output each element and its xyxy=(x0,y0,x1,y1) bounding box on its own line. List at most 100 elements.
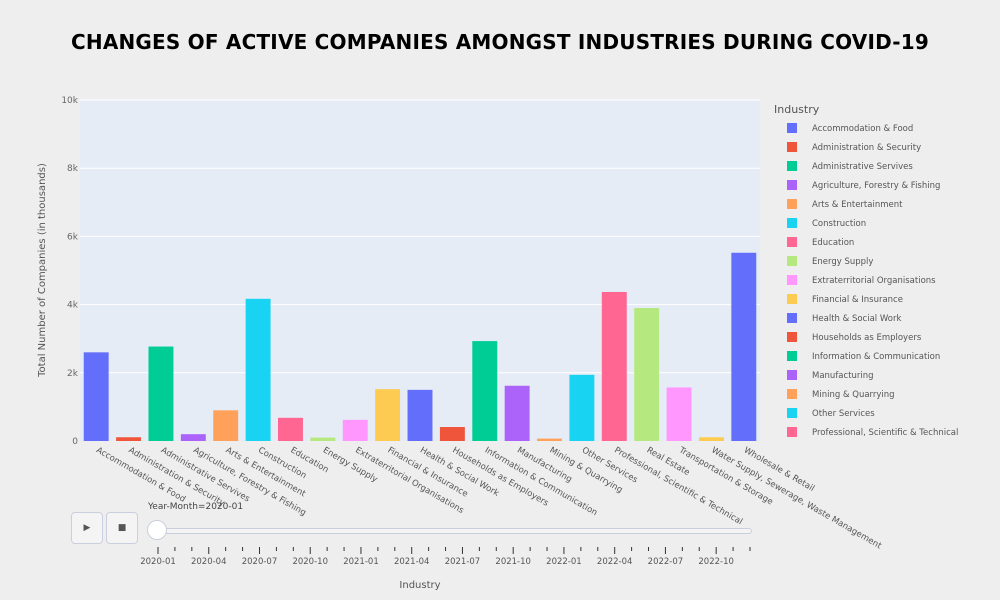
legend-label: Administration & Security xyxy=(812,143,921,153)
legend-item[interactable]: Financial & Insurance xyxy=(787,294,903,305)
bar[interactable] xyxy=(83,352,109,441)
legend-item[interactable]: Administration & Security xyxy=(787,142,921,153)
legend-label: Mining & Quarrying xyxy=(812,390,895,400)
bar[interactable] xyxy=(180,434,206,441)
slider-step-label[interactable]: 2020-04 xyxy=(190,557,227,567)
stop-button[interactable]: ■ xyxy=(106,512,138,544)
bar[interactable] xyxy=(310,437,336,441)
time-slider-handle[interactable] xyxy=(147,520,167,540)
y-axis-ticks: 0 2k 4k 6k 8k 10k xyxy=(61,96,78,447)
legend-label: Arts & Entertainment xyxy=(812,200,903,210)
legend-label: Professional, Scientific & Technical xyxy=(812,428,958,438)
bar[interactable] xyxy=(634,308,660,441)
bar[interactable] xyxy=(698,437,724,441)
slider-step-label[interactable]: 2021-07 xyxy=(444,557,481,567)
legend-item[interactable]: Accommodation & Food xyxy=(787,123,913,134)
chart-title: CHANGES OF ACTIVE COMPANIES AMONGST INDU… xyxy=(71,30,929,54)
slider-step-label[interactable]: 2022-07 xyxy=(647,557,684,567)
play-icon: ▶ xyxy=(83,523,91,533)
slider-current-value: Year-Month=2020-01 xyxy=(148,502,244,512)
y-tick-label: 4k xyxy=(67,301,79,311)
legend-item[interactable]: Manufacturing xyxy=(787,370,874,381)
legend-swatch xyxy=(787,142,797,152)
legend-item[interactable]: Administrative Servives xyxy=(787,161,913,172)
legend-swatch xyxy=(787,351,797,361)
legend-item[interactable]: Arts & Entertainment xyxy=(787,199,903,210)
legend-label: Energy Supply xyxy=(812,257,873,267)
y-tick-label: 0 xyxy=(72,437,78,447)
legend-label: Agriculture, Forestry & Fishing xyxy=(812,181,940,191)
bars xyxy=(83,252,757,441)
legend-label: Extraterritorial Organisations xyxy=(812,276,936,286)
bar[interactable] xyxy=(407,389,433,441)
bar[interactable] xyxy=(375,389,401,441)
slider-step-label[interactable]: 2022-01 xyxy=(546,557,582,567)
legend-label: Manufacturing xyxy=(812,371,874,381)
legend-swatch xyxy=(787,199,797,209)
slider-step-label[interactable]: 2020-10 xyxy=(292,557,328,567)
slider-step-label[interactable]: 2022-10 xyxy=(698,557,734,567)
bar[interactable] xyxy=(504,385,530,441)
bar[interactable] xyxy=(342,419,368,441)
legend-label: Other Services xyxy=(812,409,875,419)
legend-swatch xyxy=(787,332,797,342)
legend-swatch xyxy=(787,294,797,304)
bar[interactable] xyxy=(278,417,303,441)
bar[interactable] xyxy=(537,438,562,441)
y-axis-title: Total Number of Companies (in thousands) xyxy=(37,163,48,378)
legend-swatch xyxy=(787,427,797,437)
legend-swatch xyxy=(787,180,797,190)
slider-step-label[interactable]: 2022-04 xyxy=(596,557,633,567)
bar[interactable] xyxy=(601,291,627,441)
y-tick-label: 6k xyxy=(67,232,79,242)
bar[interactable] xyxy=(439,427,465,441)
legend-swatch xyxy=(787,275,797,285)
slider-step-label[interactable]: 2021-04 xyxy=(393,557,430,567)
legend-item[interactable]: Construction xyxy=(787,218,866,229)
play-button[interactable]: ▶ xyxy=(71,512,103,544)
slider-step-label[interactable]: 2021-10 xyxy=(495,557,531,567)
bar[interactable] xyxy=(148,346,174,441)
legend-item[interactable]: Households as Employers xyxy=(787,332,922,343)
legend-item[interactable]: Information & Communication xyxy=(787,351,940,362)
legend-label: Information & Communication xyxy=(812,352,940,362)
legend-label: Financial & Insurance xyxy=(812,295,903,305)
legend-label: Health & Social Work xyxy=(812,314,901,324)
legend-item[interactable]: Health & Social Work xyxy=(787,313,901,324)
legend-item[interactable]: Energy Supply xyxy=(787,256,873,267)
slider-step-label[interactable]: 2020-07 xyxy=(241,557,278,567)
bar[interactable] xyxy=(116,437,142,441)
bar[interactable] xyxy=(472,341,498,441)
x-axis-title: Industry xyxy=(399,580,440,591)
slider-step-label[interactable]: 2020-01 xyxy=(140,557,176,567)
legend-label: Administrative Servives xyxy=(812,162,913,172)
legend-item[interactable]: Agriculture, Forestry & Fishing xyxy=(787,180,940,191)
y-tick-label: 10k xyxy=(61,96,78,106)
legend-label: Households as Employers xyxy=(812,333,922,343)
legend-item[interactable]: Education xyxy=(787,237,854,248)
legend-item[interactable]: Extraterritorial Organisations xyxy=(787,275,936,286)
legend-label: Accommodation & Food xyxy=(812,124,913,134)
stop-icon: ■ xyxy=(117,523,127,533)
bar[interactable] xyxy=(569,374,595,441)
legend-swatch xyxy=(787,408,797,418)
y-tick-label: 2k xyxy=(67,369,79,379)
legend-item[interactable]: Other Services xyxy=(787,408,875,419)
slider-step-label[interactable]: 2021-01 xyxy=(343,557,379,567)
y-tick-label: 8k xyxy=(67,164,79,174)
legend-item[interactable]: Professional, Scientific & Technical xyxy=(787,427,958,438)
legend: Accommodation & Food Administration & Sec… xyxy=(787,123,958,438)
bar[interactable] xyxy=(245,298,271,441)
legend-swatch xyxy=(787,218,797,228)
bar[interactable] xyxy=(731,252,757,441)
legend-item[interactable]: Mining & Quarrying xyxy=(787,389,895,400)
legend-swatch xyxy=(787,237,797,247)
gridlines xyxy=(80,99,760,374)
legend-swatch xyxy=(787,123,797,133)
legend-swatch xyxy=(787,161,797,171)
bar[interactable] xyxy=(666,387,692,441)
bar[interactable] xyxy=(213,410,239,441)
legend-swatch xyxy=(787,256,797,266)
